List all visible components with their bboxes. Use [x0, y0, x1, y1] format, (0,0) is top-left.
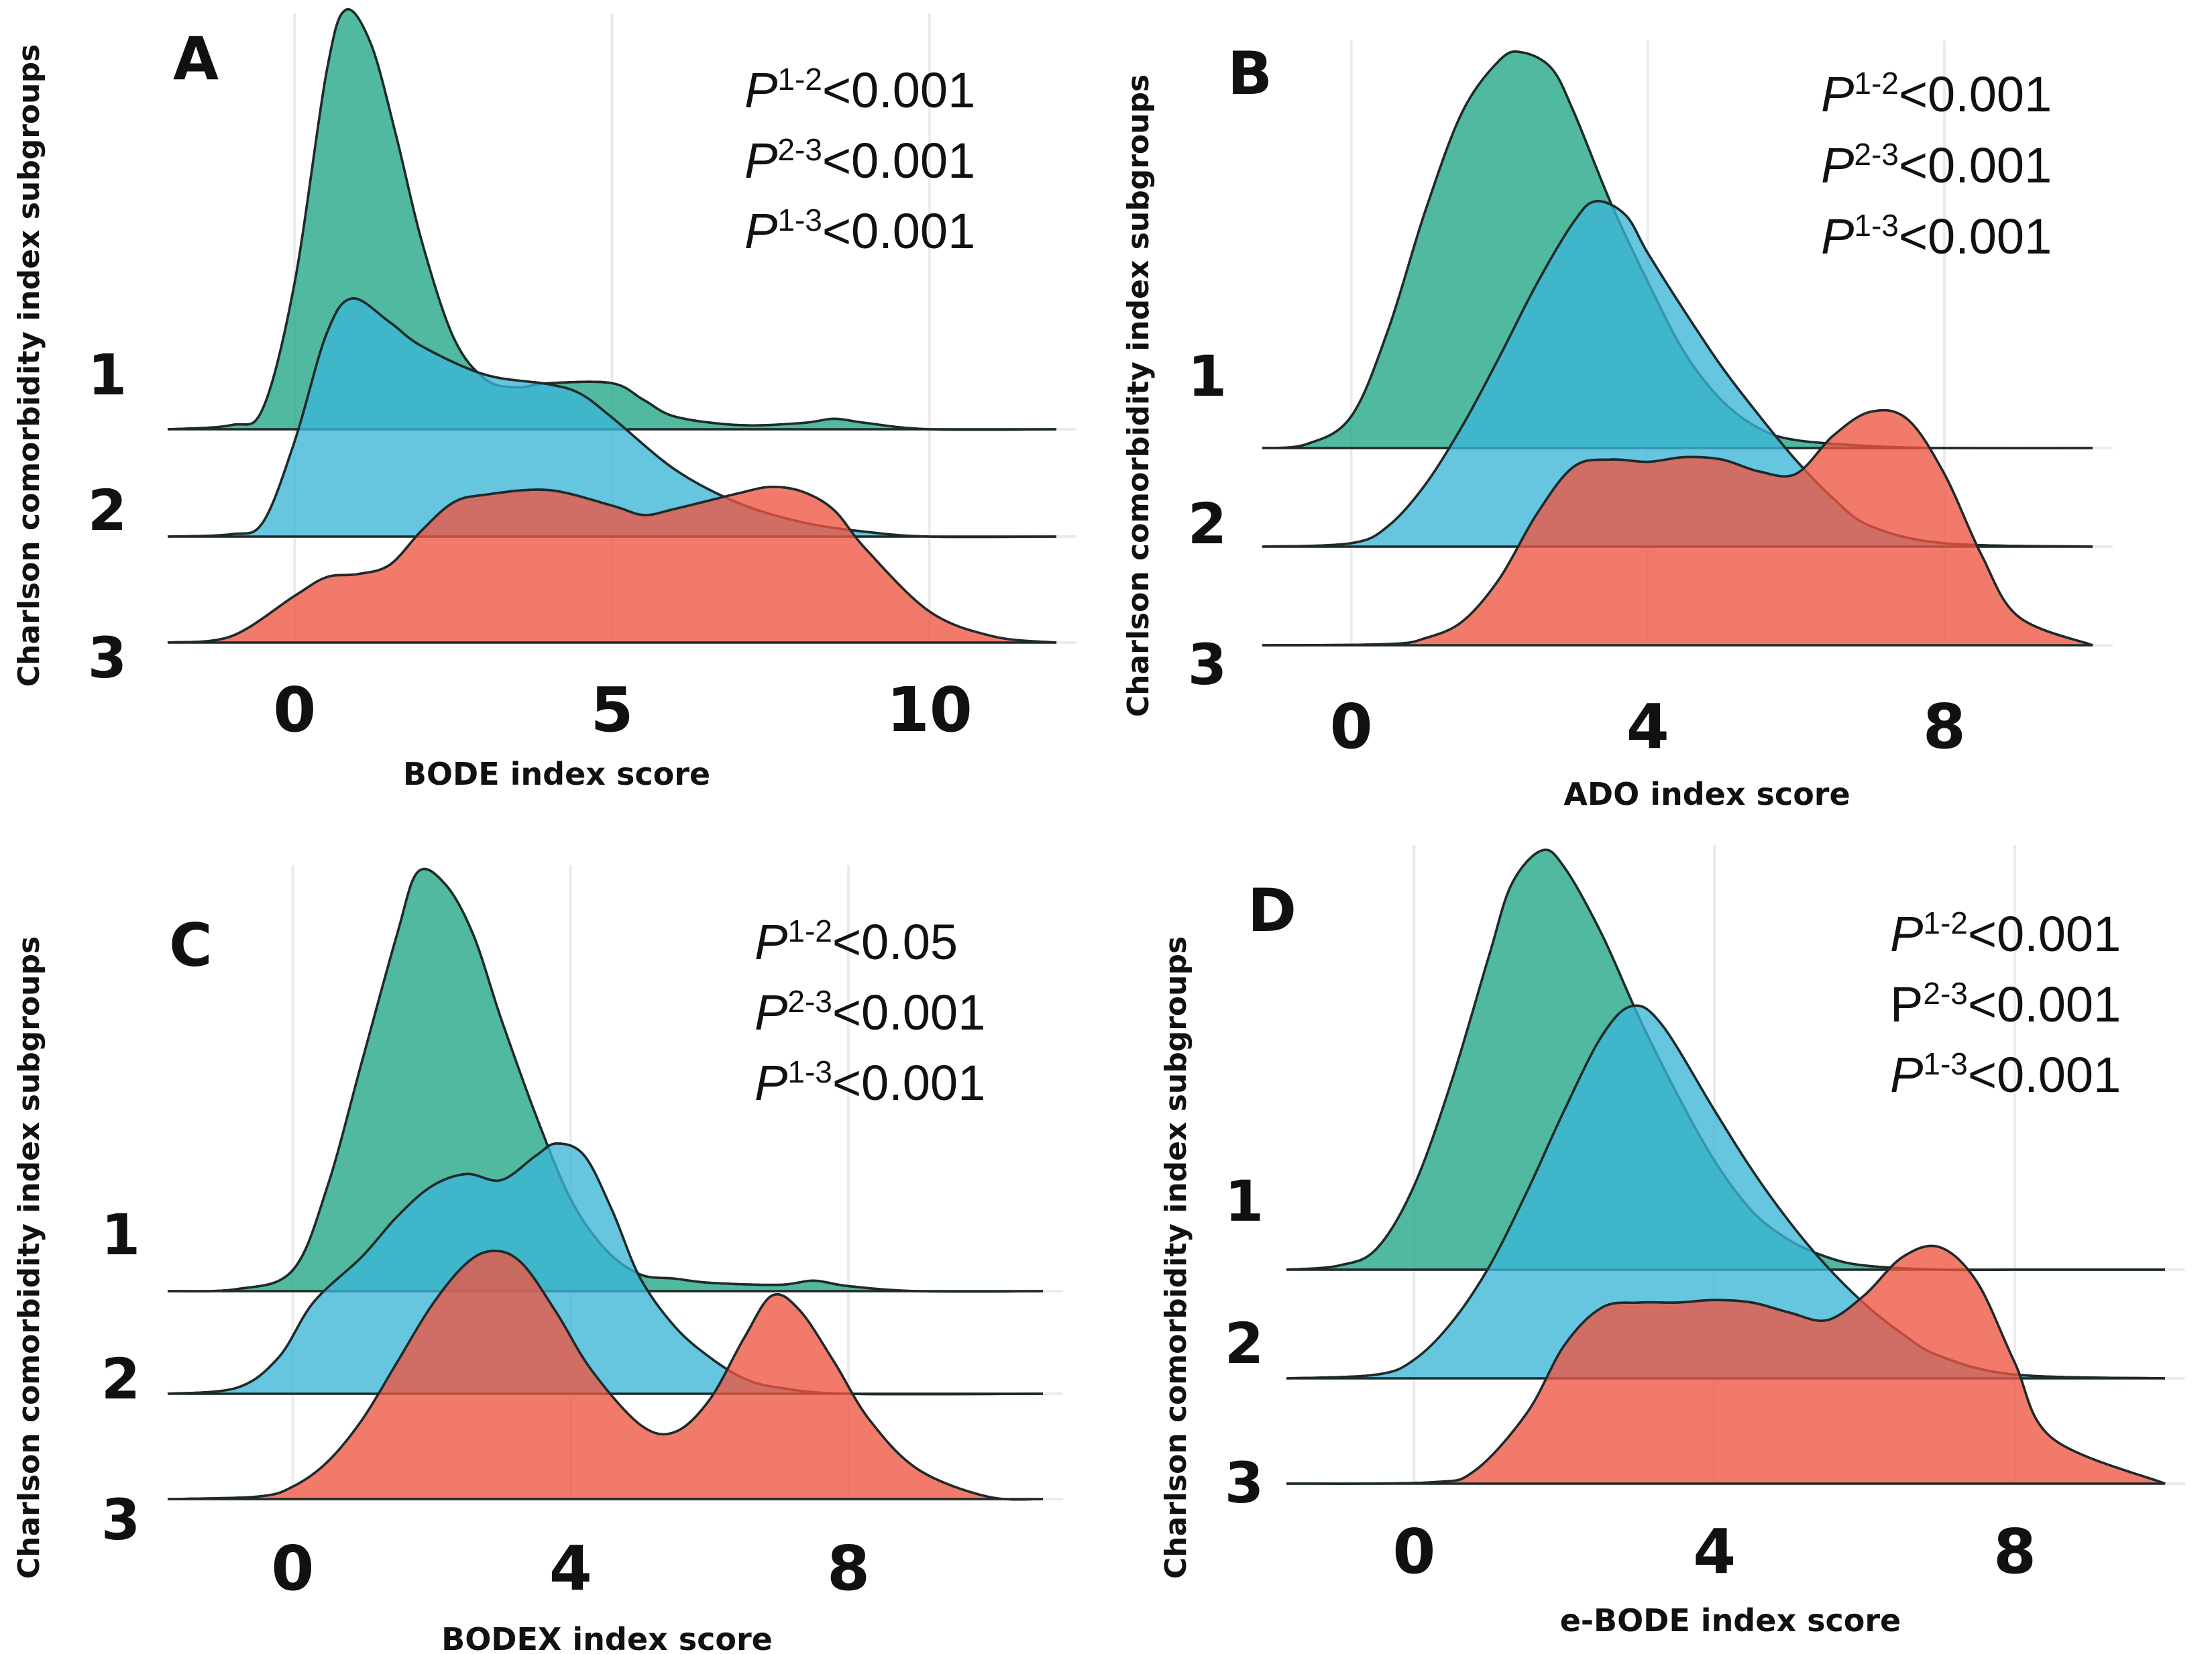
- x-tick-label: 0: [1330, 691, 1373, 763]
- ridge-outline-group-3: [1286, 1244, 2166, 1485]
- p-value-1-2: P1-2<0.001: [1821, 66, 2052, 122]
- y-axis-label: Charlson comorbidity index subgroups: [1159, 936, 1193, 1579]
- x-tick-label: 4: [549, 1533, 592, 1604]
- p-value-1-2: P1-2<0.001: [744, 62, 975, 118]
- x-axis-label: e-BODE index score: [1560, 1602, 1901, 1639]
- panel-letter: A: [173, 24, 219, 93]
- x-tick-label: 8: [827, 1533, 870, 1604]
- p-value-2-3: P2-3<0.001: [755, 984, 985, 1040]
- p-value-1-3: P1-3<0.001: [1821, 208, 2052, 264]
- ridge-outline-group-3: [167, 1250, 1044, 1501]
- p-value-2-3: P2-3<0.001: [1890, 976, 2121, 1032]
- x-tick-label: 0: [273, 674, 316, 746]
- x-tick-label: 4: [1626, 691, 1669, 763]
- group-label-1: 1: [101, 1202, 140, 1268]
- ridge-outline-group-1: [167, 8, 1057, 431]
- panel-c: C P1-2<0.05 P2-3<0.001 P1-3<0.001 0 4 8 BODEX i…: [12, 865, 1063, 1654]
- group-label-3: 3: [101, 1487, 140, 1553]
- x-tick-label: 0: [271, 1533, 314, 1604]
- group-label-1: 1: [88, 342, 127, 408]
- x-tick-label: 8: [1993, 1516, 2036, 1588]
- p-value-1-3: P1-3<0.001: [1890, 1046, 2121, 1103]
- p-value-1-2: P1-2<0.05: [755, 914, 958, 970]
- group-label-1: 1: [1188, 343, 1227, 409]
- p-value-2-3: P2-3<0.001: [744, 132, 975, 188]
- group-label-1: 1: [1225, 1168, 1264, 1234]
- x-tick-label: 5: [590, 674, 633, 746]
- x-tick-label: 4: [1693, 1516, 1736, 1588]
- ridge-outline-group-3: [167, 486, 1057, 644]
- panel-letter: C: [169, 911, 213, 980]
- x-axis-label: BODEX index score: [441, 1621, 773, 1654]
- panel-b: B P1-2<0.001 P2-3<0.001 P1-3<0.001 0 4 8 ADO in…: [1121, 39, 2113, 812]
- group-label-3: 3: [88, 625, 127, 691]
- y-axis-label: Charlson comorbidity index subgroups: [12, 44, 46, 687]
- y-axis-label: Charlson comorbidity index subgroups: [1121, 74, 1156, 717]
- group-label-3: 3: [1188, 632, 1227, 698]
- p-value-1-3: P1-3<0.001: [744, 203, 975, 259]
- x-tick-label: 10: [887, 674, 973, 746]
- panel-letter: B: [1227, 39, 1272, 108]
- group-label-2: 2: [1225, 1311, 1264, 1376]
- x-axis-label: ADO index score: [1563, 776, 1850, 812]
- group-label-3: 3: [1225, 1450, 1264, 1516]
- p-value-2-3: P2-3<0.001: [1821, 137, 2052, 193]
- panel-a: A P1-2<0.001 P2-3<0.001 P1-3<0.001 0 5 10 BODE …: [12, 8, 1076, 792]
- ridge-outline-group-1: [167, 867, 1044, 1293]
- ridge-outline-group-3: [1262, 408, 2093, 647]
- ridge-outline-group-1: [1262, 50, 2093, 449]
- panel-letter: D: [1248, 876, 1296, 945]
- group-label-2: 2: [88, 478, 127, 543]
- p-value-1-2: P1-2<0.001: [1890, 905, 2121, 962]
- group-label-2: 2: [101, 1346, 140, 1412]
- panel-d: D P1-2<0.001 P2-3<0.001 P1-3<0.001 0 4 8 e-BODE…: [1159, 845, 2185, 1639]
- group-label-2: 2: [1188, 491, 1227, 557]
- ridge-outline-group-1: [1286, 848, 2165, 1272]
- x-tick-label: 0: [1392, 1516, 1435, 1588]
- y-axis-label: Charlson comorbidity index subgroups: [12, 936, 46, 1579]
- x-tick-label: 8: [1923, 691, 1966, 763]
- x-axis-label: BODE index score: [403, 756, 710, 792]
- p-value-1-3: P1-3<0.001: [755, 1054, 985, 1111]
